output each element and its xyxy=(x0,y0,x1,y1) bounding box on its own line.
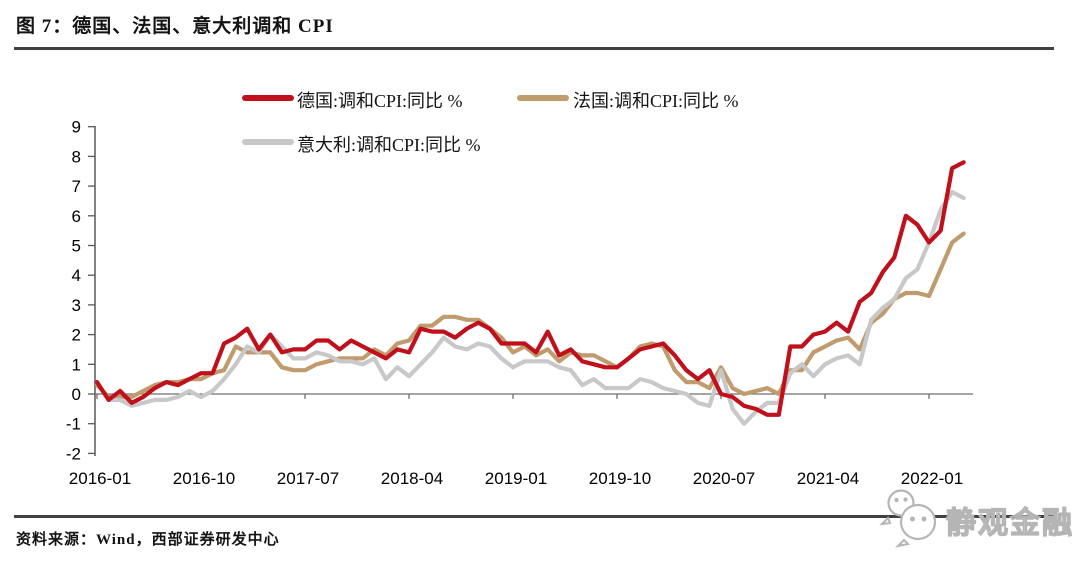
y-axis-tick-label: 4 xyxy=(72,266,81,285)
legend-swatch-germany xyxy=(242,95,294,101)
y-axis-tick-label: 0 xyxy=(72,385,81,404)
x-axis-tick-label: 2021-04 xyxy=(797,469,859,488)
y-axis-tick-label: 3 xyxy=(72,296,81,315)
x-axis-tick-label: 2019-10 xyxy=(589,469,651,488)
top-rule xyxy=(14,47,1054,50)
x-axis-tick-label: 2022-01 xyxy=(901,469,963,488)
x-axis-tick-label: 2017-07 xyxy=(277,469,339,488)
x-axis-tick-label: 2020-07 xyxy=(693,469,755,488)
y-axis-tick-label: 2 xyxy=(72,326,81,345)
x-axis-tick-label: 2018-04 xyxy=(381,469,443,488)
x-axis-tick-label: 2019-01 xyxy=(485,469,547,488)
series-line-italy xyxy=(94,189,966,426)
y-axis-tick-label: 7 xyxy=(72,177,81,196)
legend-label-france: 法国:调和CPI:同比 % xyxy=(573,91,739,111)
y-axis-tick-label: 5 xyxy=(72,237,81,256)
x-axis-tick-label: 2016-10 xyxy=(173,469,235,488)
series-line-germany xyxy=(94,160,966,417)
x-axis-tick-label: 2016-01 xyxy=(69,469,131,488)
y-axis-tick-label: 8 xyxy=(72,147,81,166)
legend-label-italy: 意大利:调和CPI:同比 % xyxy=(297,135,481,155)
source-note: 资料来源：Wind，西部证券研发中心 xyxy=(16,532,280,548)
wechat-icon xyxy=(879,489,937,548)
bottom-rule xyxy=(14,515,1054,518)
figure-title: 图 7：德国、法国、意大利调和 CPI xyxy=(16,16,334,37)
legend-label-germany: 德国:调和CPI:同比 % xyxy=(297,91,463,111)
watermark: 静观金融 xyxy=(874,482,1080,554)
legend-swatch-italy xyxy=(242,139,294,145)
y-axis-tick-label: 6 xyxy=(72,207,81,226)
y-axis-tick-label: -2 xyxy=(66,444,81,463)
legend-swatch-france xyxy=(517,95,569,101)
y-axis-tick-label: 9 xyxy=(72,118,81,137)
watermark-text: 静观金融 xyxy=(945,506,1074,540)
series-line-france xyxy=(94,231,966,400)
y-axis-tick-label: -1 xyxy=(66,415,81,434)
y-axis-tick-label: 1 xyxy=(72,355,81,374)
